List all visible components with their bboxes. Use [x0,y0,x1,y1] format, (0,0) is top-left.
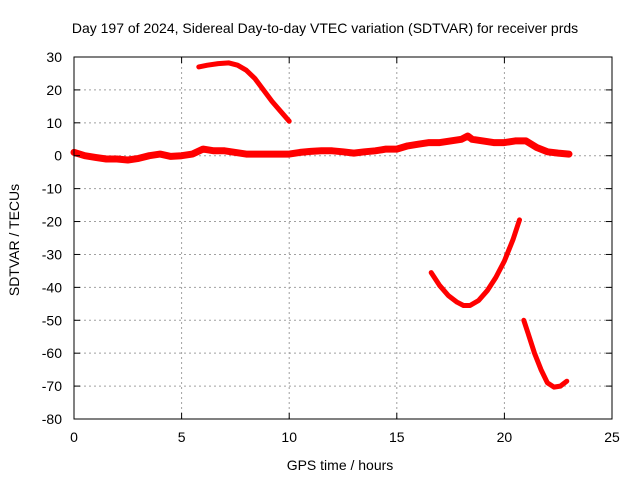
series-arc-late [521,317,570,390]
series-arc-early [196,60,292,124]
x-tick-label: 5 [178,429,186,445]
x-tick-label: 10 [281,429,297,445]
y-tick-label: -10 [42,181,62,197]
y-tick-label: 10 [46,115,62,131]
series-arc-u-shape [428,217,522,308]
y-tick-label: -30 [42,246,62,262]
x-axis-title: GPS time / hours [287,457,394,473]
y-tick-label: -20 [42,214,62,230]
chart-title: Day 197 of 2024, Sidereal Day-to-day VTE… [72,20,578,36]
plot-frame [73,56,613,420]
y-tick-label: 0 [54,148,62,164]
x-tick-label: 20 [497,429,513,445]
y-tick-label: 20 [46,82,62,98]
x-tick-label: 25 [604,429,620,445]
y-tick-label: -50 [42,312,62,328]
y-tick-label: -70 [42,378,62,394]
series-main-track [70,132,573,164]
y-tick-label: 30 [46,49,62,65]
y-tick-label: -80 [42,411,62,427]
x-tick-label: 15 [389,429,405,445]
y-tick-label: -40 [42,279,62,295]
y-tick-label: -60 [42,345,62,361]
y-axis-title: SDTVAR / TECUs [6,184,22,296]
x-tick-label: 0 [70,429,78,445]
